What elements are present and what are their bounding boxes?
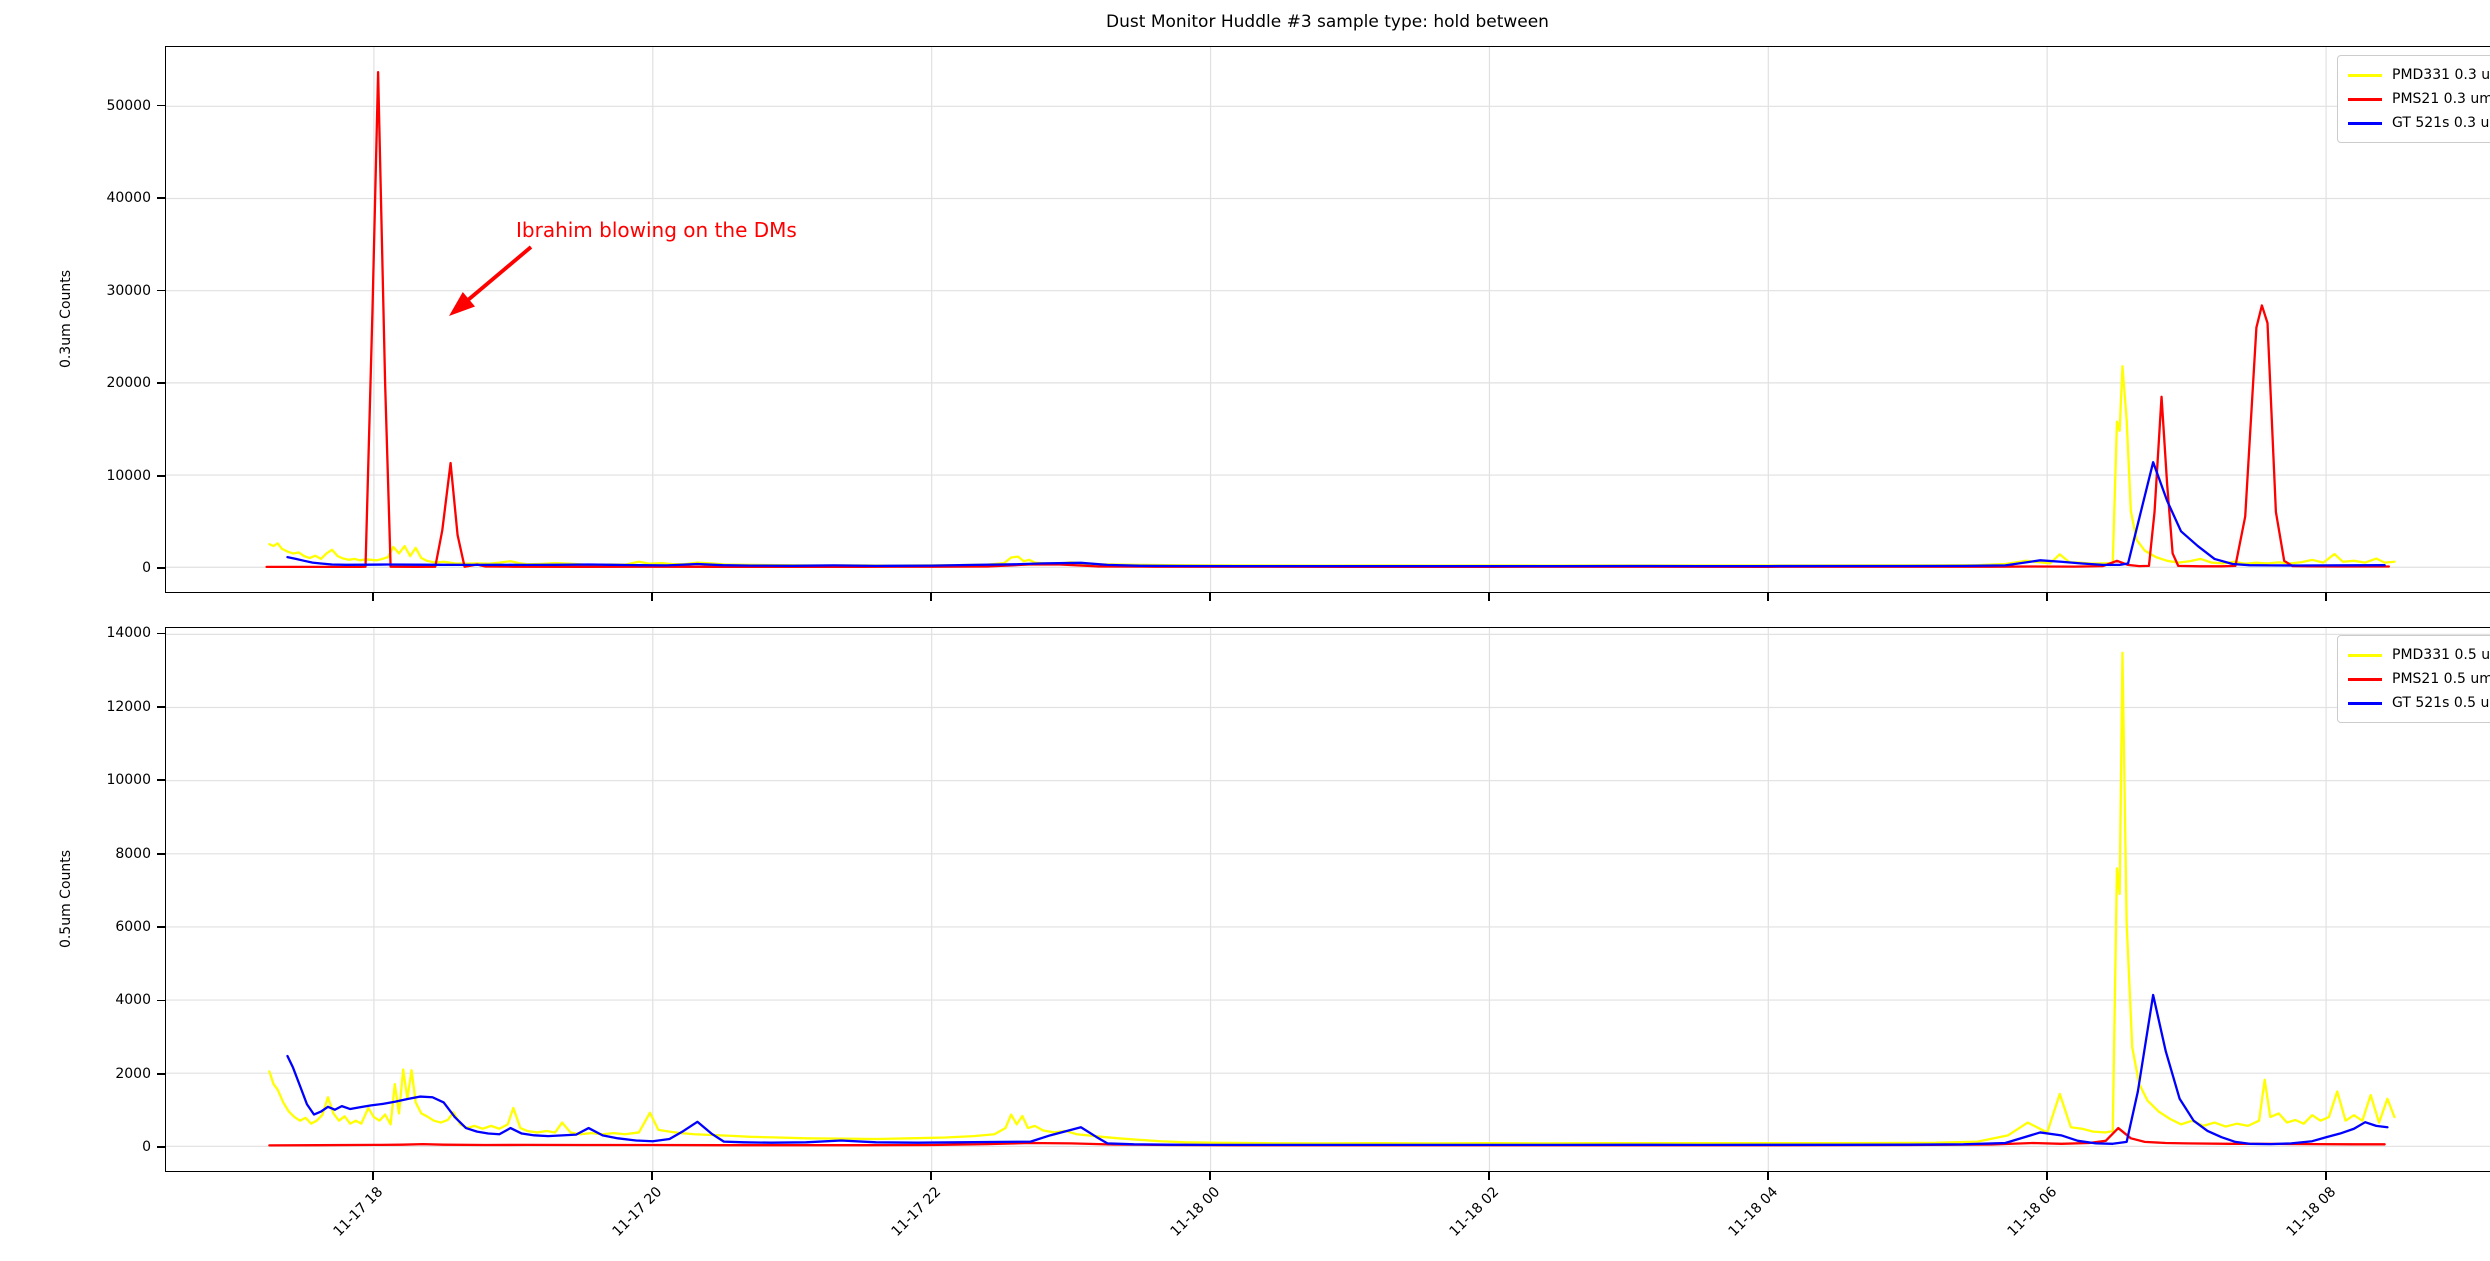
x-tick-mark [372,593,374,601]
y-tick-mark [157,926,165,928]
y-tick-mark [157,632,165,635]
y-tick-label: 8000 [115,845,151,862]
x-tick-label: 11-18 08 [2283,1184,2340,1240]
y-tick-mark [157,289,165,292]
legend-line-swatch [2348,701,2382,705]
legend-item-pms21-0.5-um: PMS21 0.5 um [2348,667,2490,691]
legend-line-swatch [2348,73,2382,77]
legend-line-swatch [2348,121,2382,125]
x-tick-mark [1488,1172,1490,1180]
annotation-label: Ibrahim blowing on the DMs [516,218,797,242]
x-tick-label: 11-17 20 [609,1184,666,1240]
y-tick-label: 10000 [106,772,151,789]
y-tick-label: 40000 [106,190,151,207]
y-tick-label: 14000 [106,625,151,642]
y-tick-label: 12000 [106,698,151,715]
series-line-gt-521s-0.5-um [286,993,2389,1147]
y-tick-label: 20000 [106,375,151,392]
y-tick-mark [157,382,165,384]
x-tick-label: 11-17 22 [888,1184,945,1240]
x-tick-label: 11-18 00 [1167,1184,1224,1240]
y-tick-mark [157,779,165,782]
x-tick-label: 11-18 06 [2004,1184,2061,1240]
y-tick-label: 50000 [106,97,151,114]
legend-bottom-chart: PMD331 0.5 um PMS21 0.5 um GT 521s 0.5 um [2337,635,2490,723]
plot-area-0.5um-counts [165,627,2490,1172]
x-tick-mark [651,593,653,601]
chart-0.5um-svg [166,628,2490,1171]
legend-item-gt-521s-0.3-um: GT 521s 0.3 um [2348,111,2490,135]
legend-item-pmd331-0.3-um: PMD331 0.3 um [2348,63,2490,87]
legend-label: PMS21 0.3 um [2392,91,2490,107]
plot-area-0.3um-counts [165,46,2490,593]
y-tick-label: 30000 [106,282,151,299]
legend-top-chart: PMD331 0.3 um PMS21 0.3 um GT 521s 0.3 um [2337,55,2490,143]
legend-line-swatch [2348,97,2382,101]
y-tick-mark [157,474,165,477]
x-tick-mark [1209,593,1211,601]
y-tick-label: 10000 [106,467,151,484]
legend-label: GT 521s 0.3 um [2392,115,2490,131]
x-tick-mark [651,1172,653,1180]
series-line-pms21-0.3-um [265,71,2390,569]
legend-item-pmd331-0.5-um: PMD331 0.5 um [2348,643,2490,667]
y-tick-mark [157,104,165,107]
x-tick-mark [930,593,932,601]
legend-item-pms21-0.3-um: PMS21 0.3 um [2348,87,2490,111]
legend-label: PMD331 0.5 um [2392,647,2490,663]
y-tick-mark [157,1146,165,1149]
y-tick-label: 0 [142,560,151,577]
series-line-pmd331-0.5-um [268,651,2396,1145]
x-tick-label: 11-17 18 [330,1184,387,1240]
series-line-pmd331-0.3-um [268,365,2396,567]
series-line-gt-521s-0.3-um [286,461,2386,568]
x-tick-mark [930,1172,932,1180]
legend-label: GT 521s 0.5 um [2392,695,2490,711]
y-axis-label-top: 0.3um Counts [58,269,74,369]
chart-title: Dust Monitor Huddle #3 sample type: hold… [1106,12,1549,32]
x-tick-mark [1488,593,1490,601]
y-tick-label: 2000 [115,1065,151,1082]
y-axis-label-bottom: 0.5um Counts [58,849,74,949]
x-tick-mark [372,1172,374,1180]
legend-label: PMD331 0.3 um [2392,67,2490,83]
x-tick-mark [1767,593,1769,601]
y-tick-mark [157,705,165,708]
x-tick-mark [1209,1172,1211,1180]
x-tick-label: 11-18 04 [1725,1184,1782,1240]
chart-0.3um-svg [166,47,2490,592]
y-tick-mark [157,567,165,570]
x-tick-mark [2046,1172,2048,1180]
legend-line-swatch [2348,677,2382,681]
y-tick-mark [157,1072,165,1075]
x-tick-mark [2325,1172,2327,1180]
y-tick-mark [157,197,165,199]
y-tick-label: 6000 [115,919,151,936]
legend-label: PMS21 0.5 um [2392,671,2490,687]
y-tick-mark [157,852,165,855]
y-tick-label: 0 [142,1139,151,1156]
x-tick-mark [2046,593,2048,601]
legend-line-swatch [2348,653,2382,657]
y-tick-label: 4000 [115,992,151,1009]
x-tick-mark [2325,593,2327,601]
x-tick-mark [1767,1172,1769,1180]
x-tick-label: 11-18 02 [1446,1184,1503,1240]
legend-item-gt-521s-0.5-um: GT 521s 0.5 um [2348,691,2490,715]
y-tick-mark [157,999,165,1002]
